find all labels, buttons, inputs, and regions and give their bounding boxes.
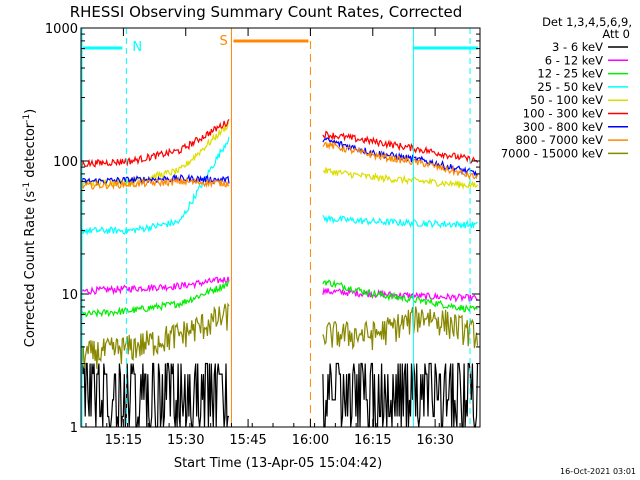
series-line-3-before-saa	[81, 280, 230, 318]
y-tick-label: 10	[61, 288, 78, 303]
series-line-2-before-saa	[81, 276, 230, 296]
x-tick-label: 15:15	[105, 433, 142, 448]
series-line-1-before-saa	[81, 362, 229, 428]
series-line-8-before-saa	[81, 176, 230, 190]
series-line-6-before-saa	[81, 119, 230, 168]
series-layer	[81, 119, 479, 428]
plot-frame	[80, 27, 481, 428]
series-line-9-before-saa	[81, 302, 230, 369]
axis-layer: 15:15 15:30 15:45 16:00 16:15 16:30 1 10 100 1000	[45, 22, 480, 448]
y-tick-label: 100	[53, 155, 78, 170]
y-axis-label: Corrected Count Rate (s-1 detector-1)	[22, 109, 38, 347]
series-line-7-before-saa	[81, 173, 230, 186]
legend-header-line-2: Att 0	[602, 27, 630, 41]
series-line-4-after-saa	[322, 214, 478, 229]
legend-entry-label: 50 - 100 keV	[530, 93, 603, 107]
series-line-3-after-saa	[322, 279, 478, 313]
legend-entry-label: 3 - 6 keV	[552, 40, 603, 54]
x-tick-label: 16:15	[354, 433, 391, 448]
series-line-8-after-saa	[322, 141, 479, 180]
y-tick-label: 1	[70, 421, 78, 436]
series-line-9-after-saa	[322, 306, 479, 351]
x-axis-label: Start Time (13-Apr-05 15:04:42)	[174, 456, 382, 471]
legend-entry-label: 7000 - 15000 keV	[501, 146, 603, 160]
x-tick-label: 15:45	[229, 433, 266, 448]
x-tick-label: 16:00	[292, 433, 329, 448]
legend-header-line-1: Det 1,3,4,5,6,9,	[542, 15, 632, 29]
series-line-2-after-saa	[322, 287, 478, 303]
series-line-6-after-saa	[322, 130, 479, 164]
legend-entry-label: 25 - 50 keV	[537, 80, 603, 94]
x-tick-label: 16:30	[416, 433, 453, 448]
legend-entry-label: 800 - 7000 keV	[515, 133, 603, 147]
legend-entry-label: 100 - 300 keV	[523, 107, 603, 121]
generation-timestamp: 16-Oct-2021 03:01	[560, 467, 636, 476]
legend-entry-label: 300 - 800 keV	[523, 120, 603, 134]
night-label: N	[132, 40, 142, 55]
chart-title: RHESSI Observing Summary Count Rates, Co…	[70, 3, 463, 21]
y-tick-label: 1000	[45, 22, 78, 37]
legend-entry-label: 12 - 25 keV	[537, 67, 603, 81]
series-line-5-after-saa	[322, 167, 479, 191]
saa-label: S	[219, 34, 227, 49]
x-tick-label: 15:30	[167, 433, 204, 448]
legend-entry-label: 6 - 12 keV	[545, 53, 603, 67]
series-line-1-after-saa	[322, 362, 479, 428]
series-line-7-after-saa	[322, 137, 479, 180]
